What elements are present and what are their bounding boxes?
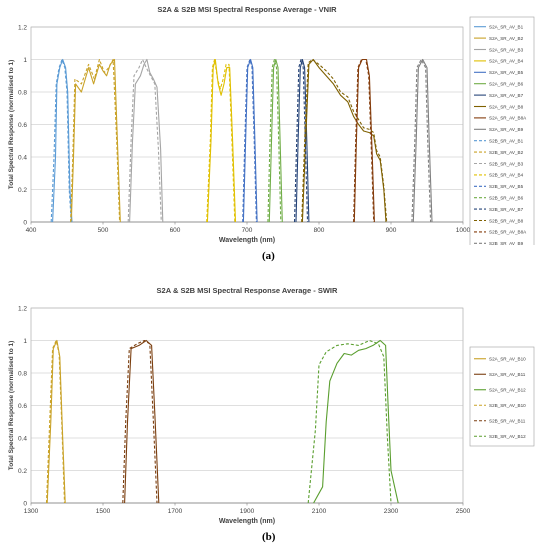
series-line-s2b-sr-av-b6 (267, 58, 282, 223)
y-tick-label: 0 (23, 220, 27, 227)
x-tick-label: 800 (314, 227, 325, 234)
panel-label-a: (a) (262, 250, 275, 262)
x-tick-label: 2100 (312, 508, 327, 515)
y-tick-label: 0.4 (18, 155, 27, 162)
series-line-s2b-sr-av-b1 (50, 58, 72, 223)
vnir-chart: S2A & S2B MSI Spectral Response Average … (8, 5, 535, 245)
x-tick-label: 1300 (24, 508, 39, 515)
legend-label: S2B_SR_AV_B12 (489, 434, 526, 439)
series-line-s2b-sr-av-b7 (293, 58, 309, 223)
x-tick-label: 700 (242, 227, 253, 234)
y-tick-label: 1 (23, 57, 27, 64)
legend-label: S2B_SR_AV_B4 (489, 173, 524, 178)
y-tick-label: 0.6 (18, 403, 27, 410)
y-tick-label: 0.8 (18, 90, 27, 97)
series-line-s2b-sr-av-b8a (353, 58, 375, 223)
legend-label: S2B_SR_AV_B2 (489, 150, 524, 155)
series-line-s2b-sr-av-b8 (301, 58, 388, 223)
legend-label: S2B_SR_AV_B7 (489, 207, 524, 212)
legend-label: S2A_SR_AV_B8 (489, 104, 524, 109)
y-tick-label: 1.2 (18, 306, 27, 313)
x-tick-label: 1900 (240, 508, 255, 515)
series-line-s2b-sr-av-b10 (45, 339, 66, 504)
legend-label: S2A_SR_AV_B2 (489, 36, 524, 41)
legend-label: S2A_SR_AV_B5 (489, 70, 524, 75)
x-axis-label: Wavelength (nm) (219, 518, 275, 525)
y-tick-label: 0 (23, 501, 27, 508)
legend-label: S2B_SR_AV_B9 (489, 241, 524, 245)
legend-label: S2A_SR_AV_B9 (489, 127, 524, 132)
y-tick-label: 1 (23, 338, 27, 345)
chart-title: S2A & S2B MSI Spectral Response Average … (157, 5, 337, 14)
series-line-s2a-sr-av-b3 (129, 58, 164, 223)
legend-label: S2B_SR_AV_B5 (489, 184, 524, 189)
legend-label: S2A_SR_AV_B7 (489, 93, 524, 98)
legend-label: S2B_SR_AV_B11 (489, 419, 526, 424)
series-line-s2a-sr-av-b1 (52, 58, 73, 223)
swir-chart: S2A & S2B MSI Spectral Response Average … (8, 286, 535, 525)
x-tick-label: 400 (26, 227, 37, 234)
x-tick-label: 2500 (456, 508, 471, 515)
series-line-s2b-sr-av-b9 (411, 58, 432, 223)
series-line-s2a-sr-av-b5 (242, 58, 258, 223)
series-line-s2b-sr-av-b4 (206, 58, 236, 223)
legend-label: S2A_SR_AV_B6 (489, 82, 524, 87)
x-tick-label: 1000 (456, 227, 471, 234)
y-tick-label: 0.8 (18, 371, 27, 378)
legend-label: S2A_SR_AV_B1 (489, 25, 524, 30)
legend-box (469, 16, 535, 245)
x-tick-label: 1700 (168, 508, 183, 515)
series-line-s2b-sr-av-b11 (122, 339, 158, 504)
y-tick-label: 0.6 (18, 122, 27, 129)
legend-label: S2B_SR_AV_B8 (489, 218, 524, 223)
y-tick-label: 1.2 (18, 25, 27, 32)
series-line-s2a-sr-av-b11 (124, 339, 160, 504)
x-tick-label: 2300 (384, 508, 399, 515)
x-axis-label: Wavelength (nm) (219, 237, 275, 244)
series-line-s2a-sr-av-b7 (295, 58, 310, 223)
legend-label: S2B_SR_AV_B8A (489, 230, 527, 235)
legend-label: S2A_SR_AV_B11 (489, 372, 526, 377)
legend-label: S2B_SR_AV_B1 (489, 139, 524, 144)
x-tick-label: 900 (386, 227, 397, 234)
series-line-s2a-sr-av-b6 (268, 58, 283, 223)
legend-box (469, 346, 535, 447)
legend-label: S2B_SR_AV_B10 (489, 403, 526, 408)
legend-label: S2A_SR_AV_B4 (489, 59, 524, 64)
series-line-s2a-sr-av-b4 (206, 58, 237, 223)
legend-label: S2A_SR_AV_B8A (489, 116, 527, 121)
legend-label: S2A_SR_AV_B10 (489, 357, 526, 362)
chart-title: S2A & S2B MSI Spectral Response Average … (157, 286, 338, 295)
x-tick-label: 500 (98, 227, 109, 234)
series-line-s2a-sr-av-b8 (301, 58, 387, 223)
series-line-s2b-sr-av-b12 (307, 339, 392, 504)
y-axis-label: Total Spectral Response (normalised to 1… (8, 60, 15, 190)
y-tick-label: 0.2 (18, 468, 27, 475)
legend-label: S2A_SR_AV_B3 (489, 47, 524, 52)
series-line-s2a-sr-av-b9 (412, 58, 433, 223)
series-line-s2b-sr-av-b5 (242, 58, 257, 223)
panel-label-b: (b) (262, 531, 276, 543)
y-axis-label: Total Spectral Response (normalised to 1… (8, 341, 15, 471)
series-line-s2a-sr-av-b2 (70, 58, 121, 223)
series-line-s2a-sr-av-b12 (313, 339, 399, 504)
y-tick-label: 0.2 (18, 187, 27, 194)
legend-label: S2A_SR_AV_B12 (489, 388, 526, 393)
legend-label: S2B_SR_AV_B6 (489, 196, 524, 201)
x-tick-label: 600 (170, 227, 181, 234)
y-tick-label: 0.4 (18, 436, 27, 443)
legend-label: S2B_SR_AV_B3 (489, 161, 524, 166)
series-line-s2b-sr-av-b2 (70, 58, 121, 223)
x-tick-label: 1500 (96, 508, 111, 515)
